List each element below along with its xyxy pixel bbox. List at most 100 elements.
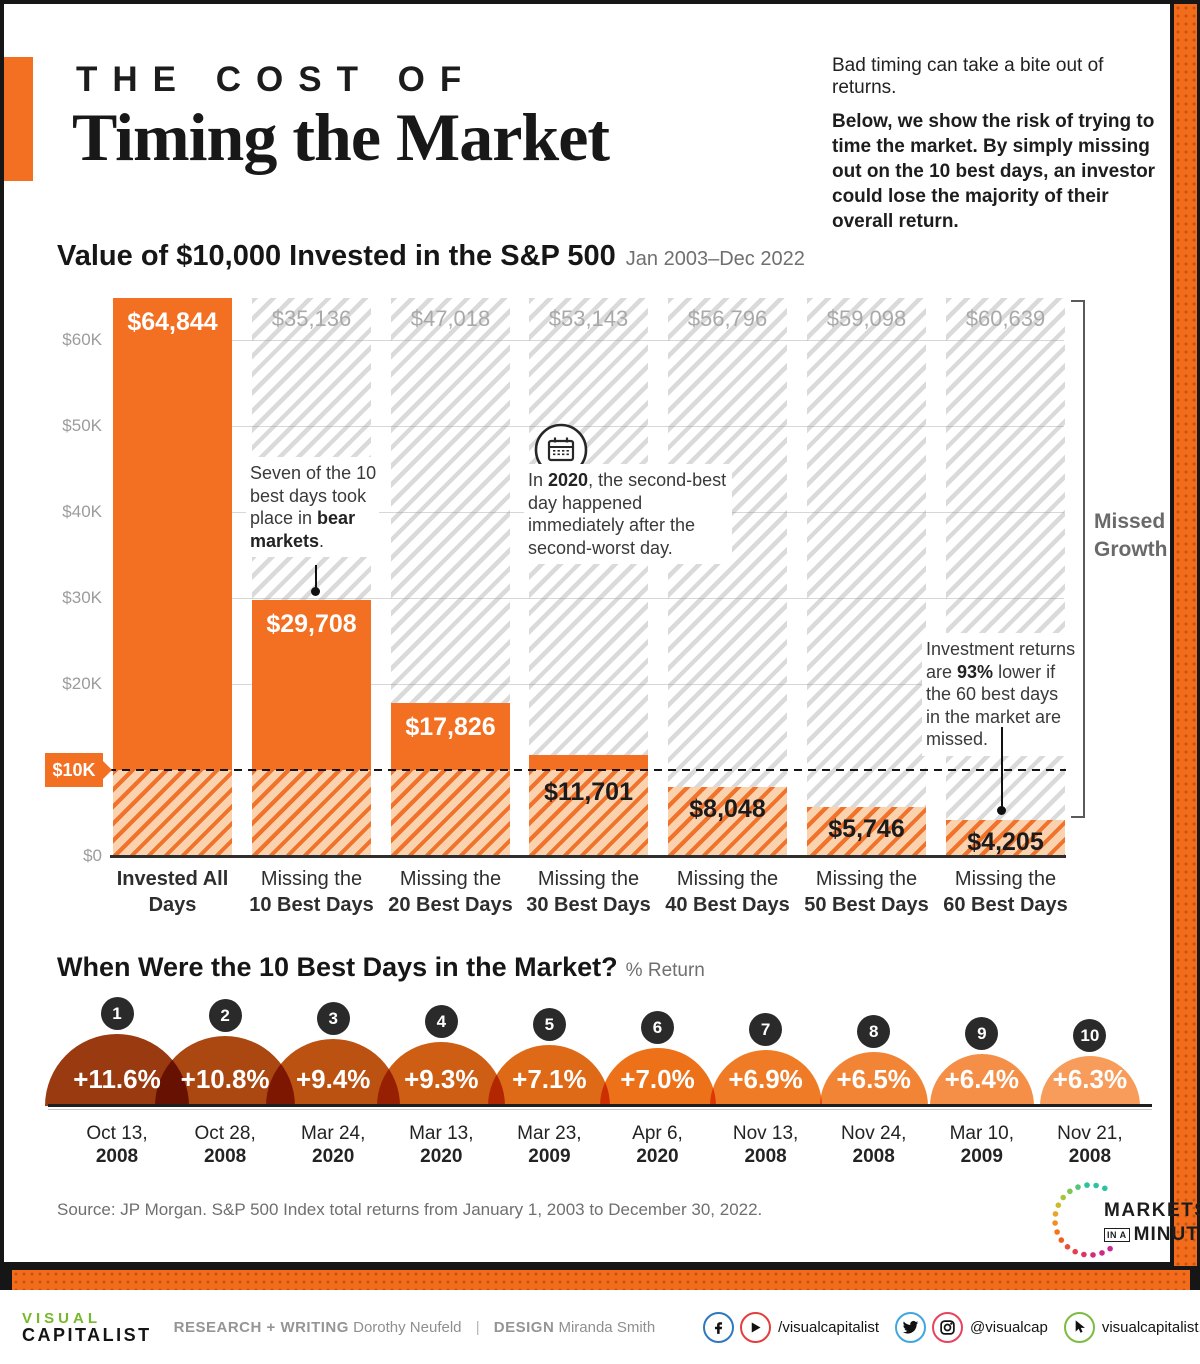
chart2-subtitle: % Return [625, 960, 705, 981]
social-handle[interactable]: /visualcapitalist [778, 1318, 880, 1336]
initial-investment-tag: $10K [45, 753, 112, 787]
x-axis-category-text: Missing the [954, 868, 1057, 890]
missed-growth-value-label: $59,098 [826, 306, 907, 331]
best-day-return-label: +10.8% [180, 1064, 270, 1094]
missed-growth-value-label: $53,143 [548, 306, 629, 331]
best-day-return-label: +6.9% [728, 1064, 803, 1094]
cursor-icon[interactable] [1063, 1311, 1095, 1343]
chart2-title: When Were the 10 Best Days in the Market… [57, 952, 705, 983]
credit-name-writing: Dorothy Neufeld [353, 1318, 462, 1336]
annotation-pointer-line [1001, 727, 1003, 809]
bar-value-label: $29,708 [266, 610, 357, 638]
brand-capitalist: CAPITALIST [22, 1325, 152, 1345]
best-day-date-text: Oct 28, [194, 1123, 256, 1144]
social-group: visualcapitalist.com [1058, 1311, 1200, 1343]
best-day-date-text: Mar 23, [517, 1123, 582, 1144]
social-handle[interactable]: @visualcap [970, 1318, 1048, 1336]
kicker: THE COST OF [76, 60, 477, 99]
x-axis-baseline [110, 855, 1066, 858]
best-day-date: Nov 24, 2008 [809, 1122, 939, 1168]
best-day-rank-badge: 4 [424, 1005, 458, 1038]
twitter-icon[interactable] [895, 1311, 927, 1343]
annotation-pointer-dot [997, 806, 1006, 815]
annotation-pointer-line [315, 565, 317, 589]
y-axis-tick: $30K [62, 588, 102, 607]
best-day-date: Oct 13, 2008 [52, 1122, 182, 1168]
social-group: @visualcap [889, 1311, 1048, 1343]
best-day-date-text: 2008 [203, 1146, 247, 1167]
credit-role-design: DESIGN [493, 1318, 555, 1336]
annotation-2020: In 2020, the second-best day happened im… [524, 464, 732, 564]
footer: VISUAL CAPITALIST RESEARCH + WRITING Dor… [0, 1290, 1200, 1364]
best-day-date-text: Oct 13, [86, 1123, 148, 1144]
x-axis-category-text: Invested All Days [116, 868, 229, 916]
best-day-date-text: 2009 [528, 1146, 571, 1167]
bar-solid [252, 600, 371, 770]
y-axis-tick: $20K [62, 674, 102, 693]
best-day-return-label: +11.6% [73, 1064, 161, 1094]
page-title: Timing the Market [72, 99, 610, 175]
best-day-date-text: Mar 10, [949, 1123, 1014, 1144]
x-axis-category-text: Missing the [399, 868, 502, 890]
missed-growth-label: Missed Growth [1094, 508, 1200, 564]
chart1-subtitle: Jan 2003–Dec 2022 [625, 248, 805, 270]
youtube-icon[interactable] [740, 1311, 772, 1343]
bar-value-label: $5,746 [828, 815, 905, 843]
annotation-text: Seven of the 10 best days took place in [250, 463, 377, 528]
y-axis-tick: $0 [83, 846, 102, 865]
credit-name-design: Miranda Smith [558, 1318, 656, 1336]
best-day-date-text: Apr 6, [632, 1123, 683, 1144]
best-day-rank-badge: 10 [1073, 1019, 1107, 1052]
visual-capitalist-wordmark: VISUAL CAPITALIST [22, 1310, 152, 1344]
missed-growth-hatched-bar [391, 298, 510, 703]
markets-in-a-minute-logo-arc [1052, 1182, 1113, 1258]
bar-value-label: $4,205 [967, 828, 1044, 856]
instagram-icon[interactable] [932, 1311, 964, 1343]
facebook-icon[interactable] [703, 1311, 735, 1343]
best-day-date-text: Nov 21, [1057, 1123, 1123, 1144]
miam-ina: IN A [1104, 1228, 1130, 1242]
social-group: /visualcapitalist [697, 1311, 880, 1343]
best-day-date: Apr 6, 2020 [593, 1122, 723, 1168]
annotation-bear-markets: Seven of the 10 best days took place in … [246, 457, 379, 557]
bar-initial-hatched [946, 820, 1065, 856]
x-axis-category-text: Missing the [815, 868, 918, 890]
x-axis-category: Missing the 30 Best Days [514, 866, 664, 922]
y-axis-tick: $60K [62, 330, 102, 349]
chart1-title-text: Value of $10,000 Invested in the S&P 500 [57, 240, 616, 272]
best-day-rank-badge: 3 [316, 1002, 350, 1035]
missed-growth-value-label: $47,018 [410, 306, 491, 331]
chart2-title-text: When Were the 10 Best Days in the Market… [57, 952, 618, 982]
gridline [113, 684, 1064, 685]
y-axis-tick: $40K [62, 502, 102, 521]
bar-value-label: $64,844 [127, 308, 218, 336]
x-axis-category: Missing the 10 Best Days [237, 866, 387, 922]
source-note: Source: JP Morgan. S&P 500 Index total r… [57, 1200, 763, 1219]
best-day-rank-badge: 8 [857, 1015, 891, 1048]
x-axis-category-text: Missing the [260, 868, 363, 890]
annotation-text: Investment returns are [926, 639, 1076, 682]
x-axis-category: Invested All Days [98, 866, 248, 922]
intro-body: Below, we show the risk of trying to tim… [832, 111, 1156, 232]
best-day-rank-badge: 7 [749, 1013, 783, 1046]
best-day-rank-badge: 5 [532, 1008, 566, 1041]
initial-investment-dashed-line [108, 769, 1066, 771]
bar-solid [529, 755, 648, 770]
best-day-date-text: 2020 [636, 1146, 679, 1167]
best-day-date: Mar 13, 2020 [376, 1122, 506, 1168]
intro-lead: Bad timing can take a bite out of return… [832, 55, 1104, 98]
bar-initial-hatched [668, 787, 787, 856]
best-day-date: Mar 23, 2009 [484, 1122, 614, 1168]
bar-initial-hatched [252, 770, 371, 856]
bar-value-label: $8,048 [689, 795, 766, 823]
annotation-text: lower if the 60 best days in the market … [926, 661, 1062, 750]
missed-growth-text: Missed Growth [1094, 510, 1168, 561]
gridline [113, 598, 1064, 599]
annotation-bold: 2020 [548, 470, 589, 490]
annotation-text: . [319, 530, 325, 551]
best-day-date-text: 2008 [852, 1146, 895, 1167]
best-day-return-label: +9.4% [295, 1064, 371, 1094]
social-handle[interactable]: visualcapitalist.com [1101, 1318, 1200, 1336]
gridline [113, 426, 1064, 427]
